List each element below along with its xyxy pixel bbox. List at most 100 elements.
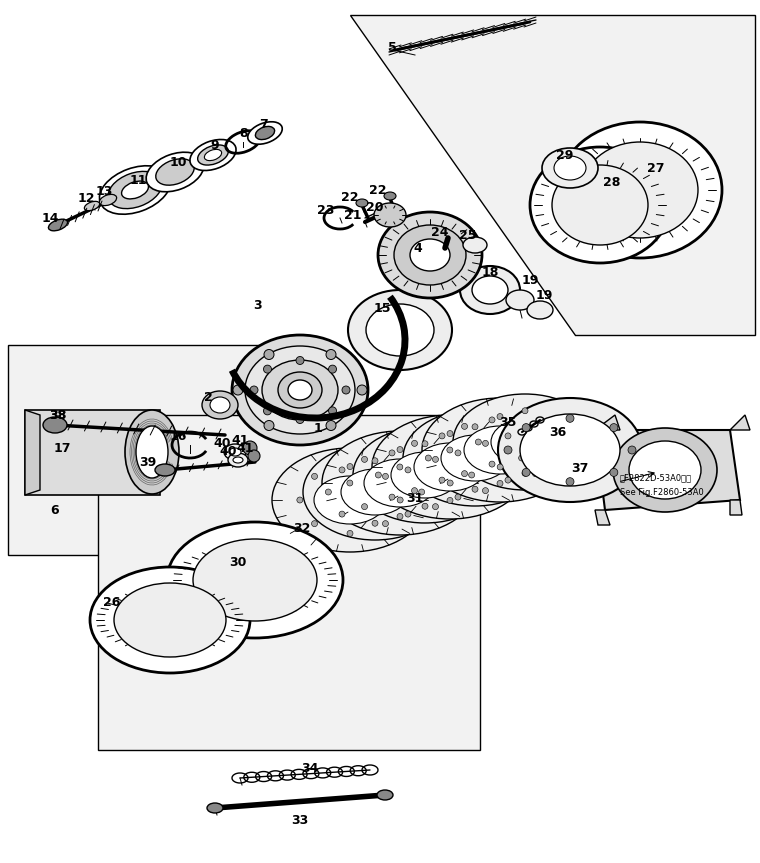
Text: 38: 38 bbox=[49, 408, 67, 421]
Circle shape bbox=[296, 415, 304, 424]
Ellipse shape bbox=[520, 414, 620, 486]
Circle shape bbox=[347, 480, 353, 486]
Text: 17: 17 bbox=[53, 442, 71, 455]
Polygon shape bbox=[25, 410, 40, 495]
Circle shape bbox=[411, 488, 417, 494]
Ellipse shape bbox=[530, 147, 670, 263]
Ellipse shape bbox=[527, 301, 553, 319]
Ellipse shape bbox=[136, 426, 168, 478]
Circle shape bbox=[432, 457, 439, 463]
Circle shape bbox=[328, 365, 337, 373]
Ellipse shape bbox=[384, 192, 396, 200]
Polygon shape bbox=[98, 415, 480, 750]
Polygon shape bbox=[595, 430, 740, 510]
Circle shape bbox=[328, 406, 337, 415]
Circle shape bbox=[475, 439, 481, 445]
Circle shape bbox=[250, 386, 258, 394]
Ellipse shape bbox=[202, 391, 238, 419]
Circle shape bbox=[342, 386, 350, 394]
Circle shape bbox=[555, 461, 561, 467]
Circle shape bbox=[405, 467, 411, 473]
Circle shape bbox=[375, 472, 382, 478]
Circle shape bbox=[533, 424, 539, 430]
Circle shape bbox=[405, 511, 411, 517]
Ellipse shape bbox=[348, 290, 452, 370]
Ellipse shape bbox=[414, 443, 486, 491]
Ellipse shape bbox=[248, 122, 282, 144]
Ellipse shape bbox=[193, 539, 317, 621]
Circle shape bbox=[264, 420, 274, 431]
Ellipse shape bbox=[460, 266, 520, 314]
Circle shape bbox=[472, 486, 478, 492]
Circle shape bbox=[497, 464, 503, 470]
Circle shape bbox=[264, 350, 274, 360]
Ellipse shape bbox=[364, 459, 436, 507]
Ellipse shape bbox=[472, 276, 508, 304]
Circle shape bbox=[389, 450, 395, 456]
Circle shape bbox=[347, 463, 353, 469]
Circle shape bbox=[628, 446, 636, 454]
Circle shape bbox=[461, 424, 467, 430]
Circle shape bbox=[248, 450, 260, 462]
Text: 32: 32 bbox=[293, 521, 311, 534]
Text: 25: 25 bbox=[459, 229, 477, 242]
Circle shape bbox=[497, 413, 503, 419]
Ellipse shape bbox=[278, 372, 322, 408]
Circle shape bbox=[389, 494, 395, 500]
Ellipse shape bbox=[288, 380, 312, 400]
Text: 23: 23 bbox=[318, 204, 334, 217]
Ellipse shape bbox=[190, 140, 236, 171]
Ellipse shape bbox=[90, 567, 250, 673]
Circle shape bbox=[522, 470, 528, 476]
Polygon shape bbox=[8, 345, 335, 555]
Circle shape bbox=[233, 385, 243, 395]
Text: 38: 38 bbox=[49, 408, 67, 421]
Ellipse shape bbox=[356, 199, 368, 207]
Ellipse shape bbox=[403, 410, 547, 506]
Ellipse shape bbox=[245, 346, 355, 434]
Polygon shape bbox=[730, 500, 742, 515]
Ellipse shape bbox=[146, 152, 204, 192]
Text: 3: 3 bbox=[254, 299, 262, 312]
Circle shape bbox=[504, 446, 512, 454]
Circle shape bbox=[372, 520, 378, 526]
Ellipse shape bbox=[100, 194, 116, 205]
Circle shape bbox=[426, 455, 432, 461]
Text: 28: 28 bbox=[603, 175, 621, 188]
Circle shape bbox=[347, 531, 353, 537]
Ellipse shape bbox=[155, 464, 175, 476]
Ellipse shape bbox=[542, 148, 598, 188]
Circle shape bbox=[547, 447, 553, 453]
Ellipse shape bbox=[322, 431, 478, 535]
Text: 6: 6 bbox=[51, 503, 59, 516]
Circle shape bbox=[297, 497, 302, 503]
Circle shape bbox=[568, 439, 575, 445]
Ellipse shape bbox=[232, 335, 368, 445]
Circle shape bbox=[312, 473, 318, 479]
Ellipse shape bbox=[108, 172, 162, 209]
Text: 5: 5 bbox=[388, 41, 397, 54]
Ellipse shape bbox=[410, 239, 450, 271]
Text: 30: 30 bbox=[230, 557, 247, 570]
Circle shape bbox=[489, 417, 495, 423]
Text: See Fig.F2860-53A0: See Fig.F2860-53A0 bbox=[620, 488, 704, 497]
Ellipse shape bbox=[233, 457, 243, 463]
Text: 40: 40 bbox=[219, 444, 237, 457]
Circle shape bbox=[447, 480, 453, 486]
Ellipse shape bbox=[207, 803, 223, 813]
Text: 2: 2 bbox=[204, 390, 212, 404]
Ellipse shape bbox=[506, 290, 534, 310]
Circle shape bbox=[522, 407, 528, 413]
Circle shape bbox=[397, 497, 403, 503]
Ellipse shape bbox=[303, 444, 447, 540]
Ellipse shape bbox=[341, 469, 409, 515]
Circle shape bbox=[566, 414, 574, 422]
Text: 16: 16 bbox=[169, 430, 187, 443]
Ellipse shape bbox=[224, 444, 246, 460]
Text: 33: 33 bbox=[291, 814, 309, 827]
Text: 29: 29 bbox=[556, 148, 574, 161]
Circle shape bbox=[497, 481, 503, 487]
Ellipse shape bbox=[255, 126, 274, 140]
Circle shape bbox=[522, 424, 530, 432]
Ellipse shape bbox=[43, 417, 67, 433]
